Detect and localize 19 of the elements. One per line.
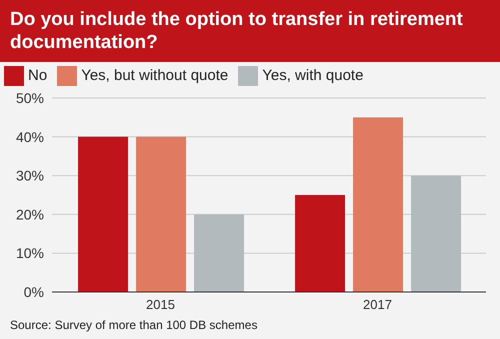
y-tick-label: 10%: [16, 245, 44, 262]
bar: [136, 136, 186, 292]
y-tick-label: 20%: [16, 206, 44, 222]
x-tick-label: 2015: [146, 297, 175, 312]
source-note: Source: Survey of more than 100 DB schemes: [10, 318, 258, 332]
bar: [353, 117, 404, 292]
legend-label: Yes, with quote: [262, 66, 364, 84]
x-tick-label: 2017: [363, 297, 392, 312]
bar: [295, 195, 346, 292]
y-tick-label: 0%: [24, 284, 44, 300]
y-tick-label: 40%: [16, 128, 44, 145]
chart-title: Do you include the option to transfer in retirement documentation?: [0, 0, 500, 62]
y-tick-label: 30%: [16, 168, 44, 184]
bar: [194, 214, 244, 292]
bar: [78, 136, 128, 292]
legend-label: Yes, but without quote: [81, 66, 228, 84]
legend-label: No: [28, 66, 48, 84]
bar: [411, 176, 462, 292]
y-tick-label: 50%: [16, 90, 44, 106]
